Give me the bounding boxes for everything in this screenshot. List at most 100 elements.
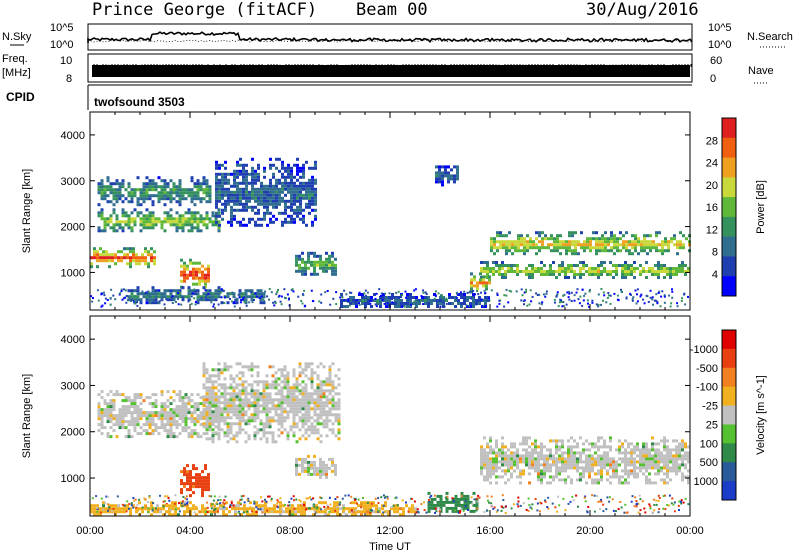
echo-cell bbox=[499, 246, 502, 250]
echo-cell bbox=[214, 416, 218, 420]
echo-cell bbox=[513, 463, 516, 467]
echo-cell bbox=[625, 240, 628, 244]
echo-cell bbox=[310, 466, 313, 470]
echo-cell bbox=[346, 305, 349, 308]
echo-cell bbox=[232, 386, 236, 390]
speckle-cell bbox=[561, 305, 564, 308]
echo-cell bbox=[561, 454, 564, 458]
echo-cell bbox=[484, 305, 487, 308]
echo-cell bbox=[250, 416, 254, 420]
echo-cell bbox=[556, 240, 559, 244]
echo-cell bbox=[301, 404, 305, 408]
echo-cell bbox=[496, 231, 499, 235]
echo-cell bbox=[296, 157, 299, 161]
echo-region bbox=[295, 251, 337, 276]
echo-cell bbox=[666, 451, 669, 455]
echo-cell bbox=[664, 240, 667, 244]
echo-cell bbox=[202, 197, 206, 201]
echo-cell bbox=[675, 267, 678, 270]
echo-cell bbox=[205, 182, 209, 186]
echo-cell bbox=[645, 481, 648, 485]
echo-cell bbox=[181, 217, 185, 221]
speckle-cell bbox=[263, 300, 266, 303]
echo-cell bbox=[172, 435, 176, 439]
echo-cell bbox=[278, 187, 281, 191]
echo-cell bbox=[189, 488, 192, 492]
echo-cell bbox=[624, 466, 627, 470]
echo-cell bbox=[498, 448, 501, 452]
echo-cell bbox=[669, 270, 672, 273]
echo-cell bbox=[181, 414, 185, 418]
echo-cell bbox=[144, 256, 147, 260]
echo-cell bbox=[552, 261, 555, 264]
speckle-cell bbox=[520, 288, 523, 291]
echo-cell bbox=[236, 175, 239, 179]
echo-cell bbox=[250, 389, 254, 393]
echo-cell bbox=[516, 454, 519, 458]
echo-cell bbox=[525, 448, 528, 452]
echo-cell bbox=[184, 426, 188, 430]
echo-cell bbox=[277, 428, 281, 432]
echo-cell bbox=[312, 504, 315, 508]
echo-cell bbox=[351, 510, 354, 514]
echo-cell bbox=[331, 407, 335, 411]
echo-cell bbox=[630, 463, 633, 467]
echo-cell bbox=[139, 191, 143, 195]
echo-cell bbox=[612, 457, 615, 461]
echo-cell bbox=[340, 299, 343, 302]
echo-cell bbox=[118, 408, 122, 412]
echo-cell bbox=[625, 249, 628, 253]
echo-cell bbox=[97, 226, 101, 230]
echo-cell bbox=[263, 214, 266, 218]
echo-cell bbox=[242, 181, 245, 185]
speckle-cell bbox=[683, 293, 686, 296]
echo-cell bbox=[562, 246, 565, 250]
echo-cell bbox=[482, 278, 485, 282]
speckle-cell bbox=[397, 290, 400, 293]
echo-cell bbox=[118, 191, 122, 195]
speckle-cell bbox=[187, 300, 190, 303]
echo-cell bbox=[230, 223, 233, 227]
echo-cell bbox=[510, 442, 513, 446]
echo-cell bbox=[495, 270, 498, 273]
echo-cell bbox=[322, 365, 326, 369]
echo-cell bbox=[115, 229, 119, 233]
echo-cell bbox=[456, 168, 459, 172]
echo-cell bbox=[136, 289, 140, 293]
echo-cell bbox=[93, 504, 96, 508]
echo-cell bbox=[220, 383, 224, 387]
echo-cell bbox=[190, 420, 194, 424]
echo-cell bbox=[308, 190, 311, 194]
echo-cell bbox=[540, 469, 543, 473]
echo-cell bbox=[289, 407, 293, 411]
echo-cell bbox=[217, 383, 221, 387]
echo-cell bbox=[637, 243, 640, 247]
echo-cell bbox=[328, 407, 332, 411]
echo-cell bbox=[318, 510, 321, 514]
echo-cell bbox=[304, 422, 308, 426]
echo-cell bbox=[331, 269, 334, 273]
echo-cell bbox=[469, 500, 473, 504]
echo-cell bbox=[153, 507, 156, 511]
echo-cell bbox=[254, 211, 257, 215]
echo-cell bbox=[260, 190, 263, 194]
echo-cell bbox=[151, 405, 155, 409]
echo-cell bbox=[192, 467, 195, 471]
echo-cell bbox=[624, 454, 627, 458]
echo-cell bbox=[511, 246, 514, 250]
echo-cell bbox=[290, 187, 293, 191]
echo-cell bbox=[648, 466, 651, 470]
echo-cell bbox=[591, 457, 594, 461]
echo-cell bbox=[202, 362, 206, 366]
echo-cell bbox=[681, 463, 684, 467]
echo-cell bbox=[187, 396, 191, 400]
echo-cell bbox=[522, 460, 525, 464]
echo-cell bbox=[301, 457, 304, 461]
echo-cell bbox=[163, 188, 167, 192]
echo-cell bbox=[190, 179, 194, 183]
echo-cell bbox=[199, 298, 203, 302]
echo-cell bbox=[266, 187, 269, 191]
echo-cell bbox=[639, 454, 642, 458]
colorbar-tick-label: 20 bbox=[706, 180, 718, 192]
speckle-cell bbox=[348, 304, 351, 307]
